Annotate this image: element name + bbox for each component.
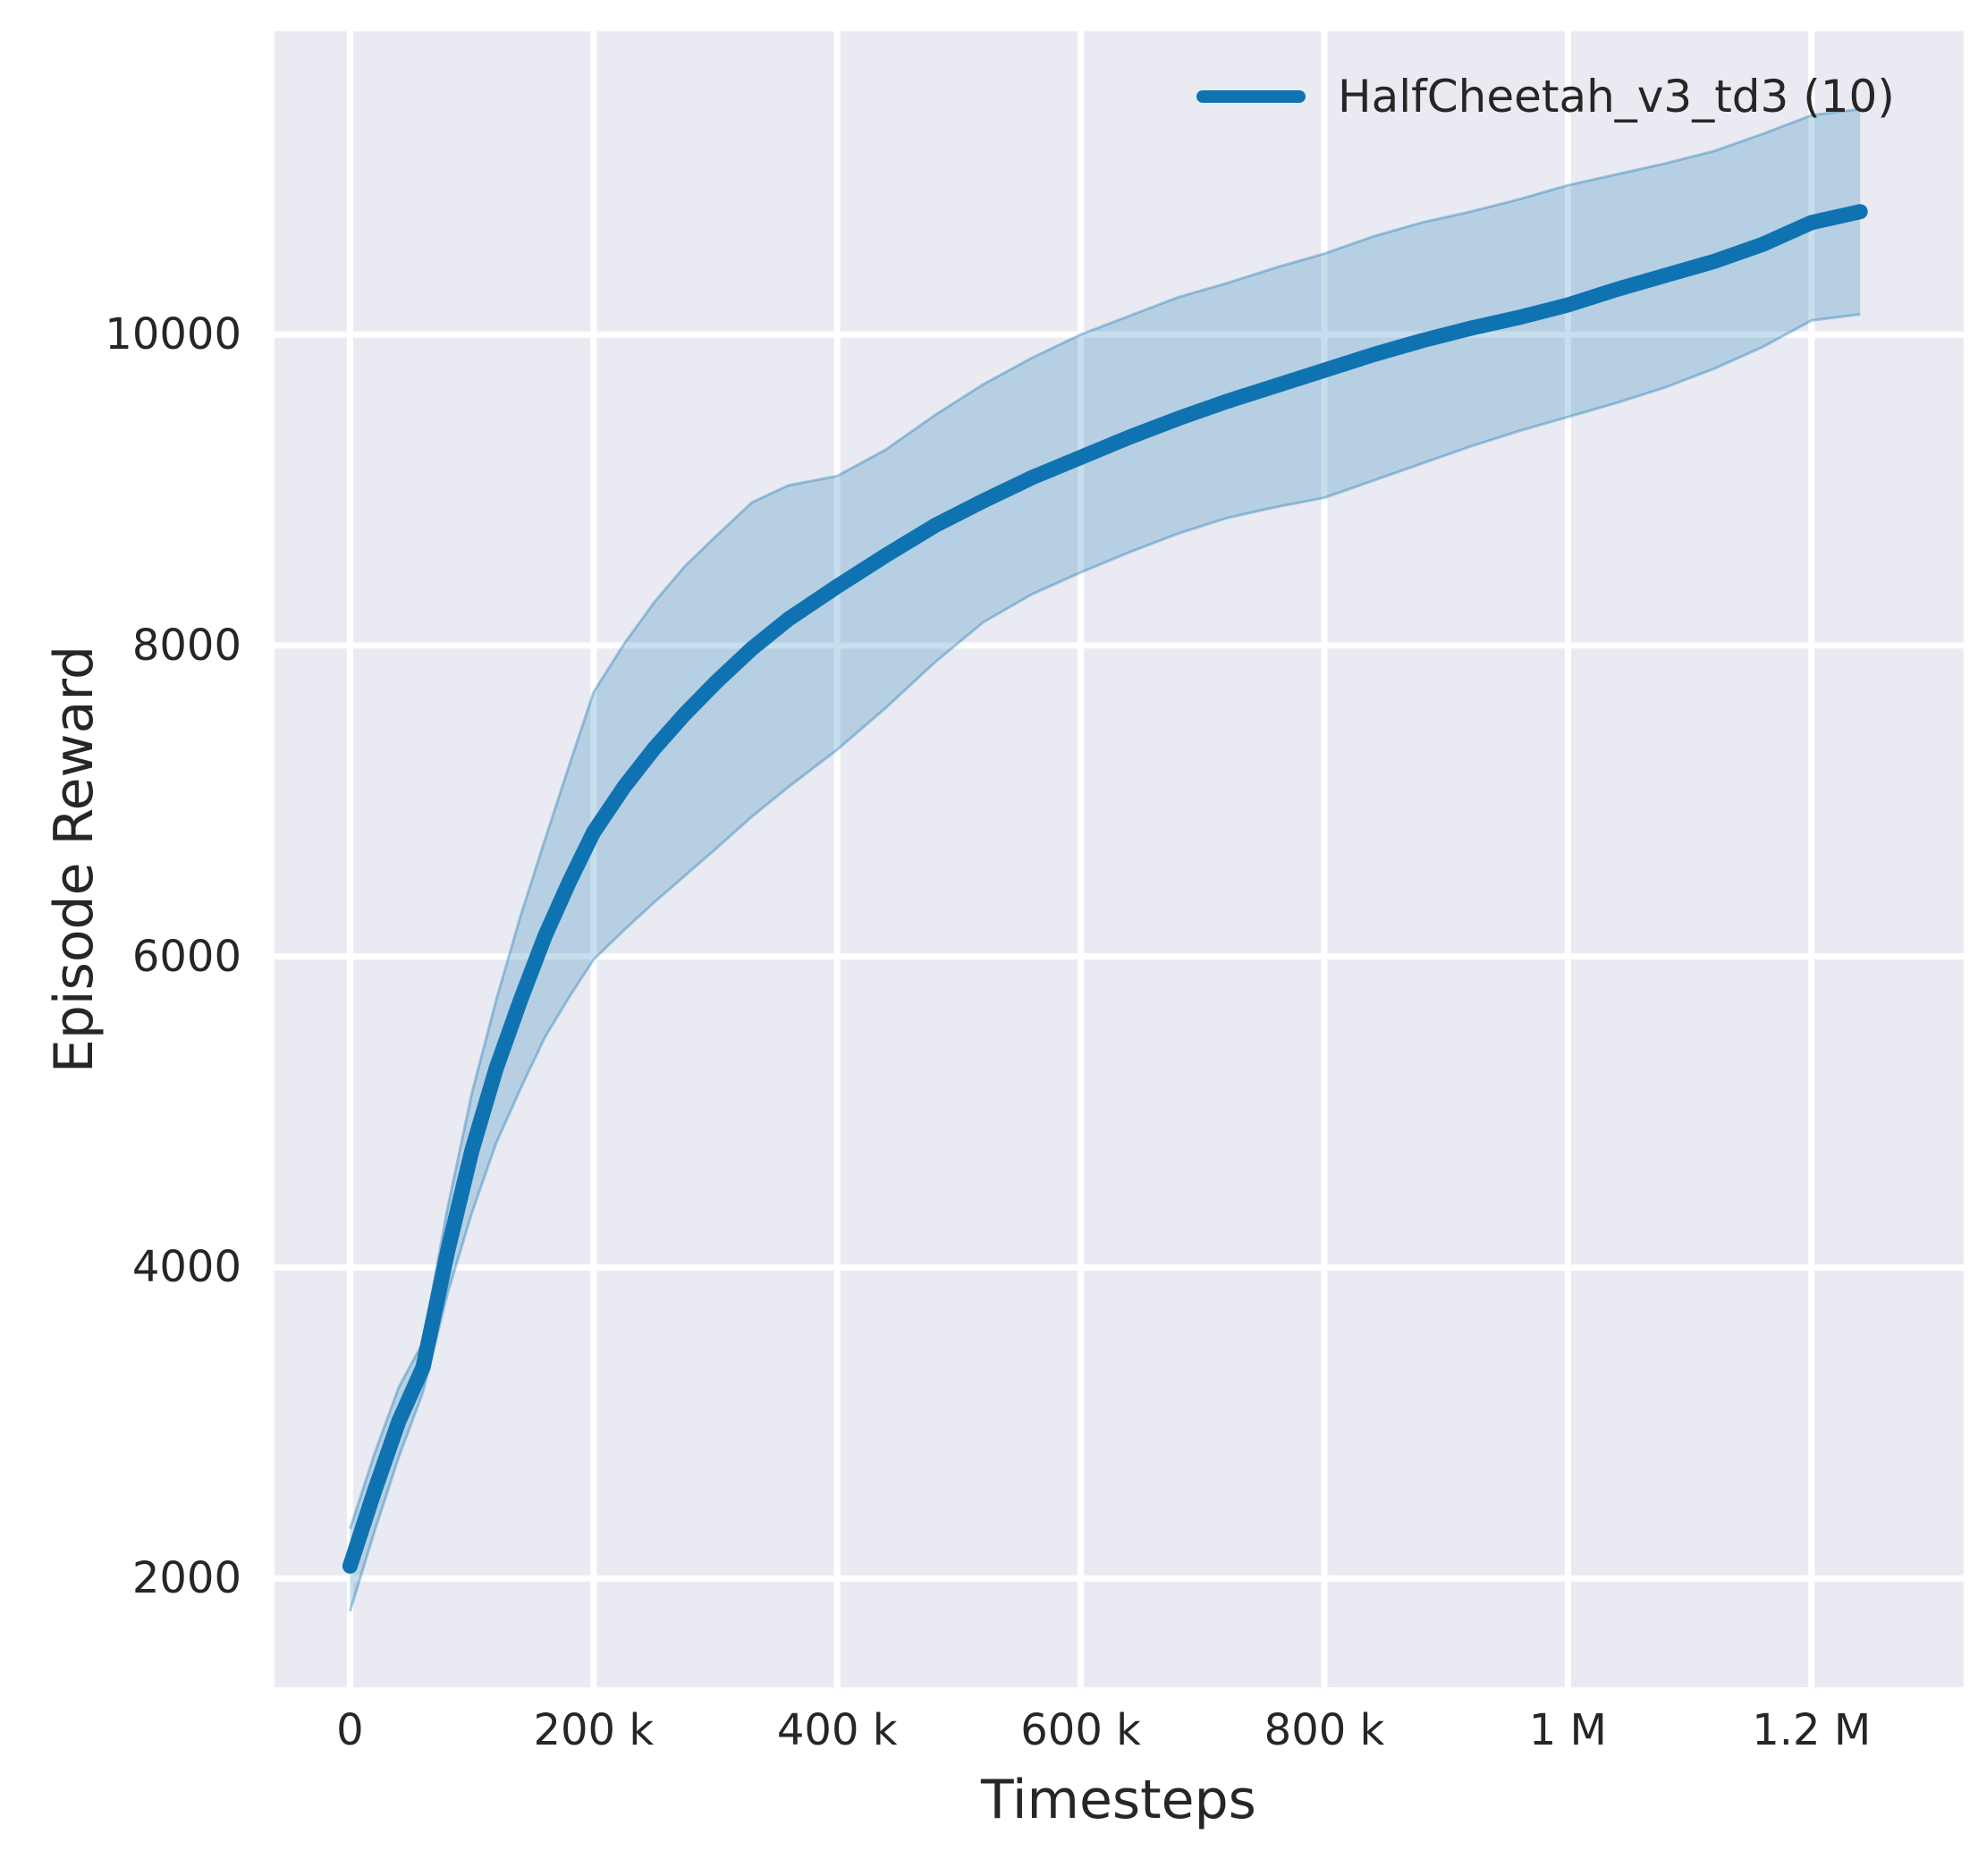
x-tick-label: 200 k — [533, 1705, 655, 1755]
x-axis-label: Timesteps — [981, 1769, 1256, 1831]
x-tick-label: 800 k — [1264, 1705, 1385, 1755]
x-tick-label: 600 k — [1020, 1705, 1141, 1755]
y-tick-label: 6000 — [131, 931, 241, 982]
y-tick-label: 10000 — [105, 309, 241, 360]
y-tick-label: 4000 — [131, 1242, 241, 1293]
legend-label: HalfCheetah_v3_td3 (10) — [1338, 71, 1895, 123]
y-tick-label: 2000 — [131, 1553, 241, 1604]
legend-line-swatch — [1196, 90, 1306, 103]
y-tick-label: 8000 — [131, 620, 241, 671]
grid-lines — [275, 31, 1964, 1687]
x-tick-label: 400 k — [776, 1705, 898, 1755]
mean-line — [342, 204, 1868, 1574]
x-tick-label: 1 M — [1528, 1705, 1607, 1755]
y-axis-label: Episode Reward — [43, 645, 106, 1074]
legend: HalfCheetah_v3_td3 (10) — [1196, 64, 1895, 129]
x-tick-label: 0 — [336, 1705, 364, 1755]
x-tick-label: 1.2 M — [1752, 1705, 1872, 1755]
plot-area — [275, 31, 1964, 1687]
